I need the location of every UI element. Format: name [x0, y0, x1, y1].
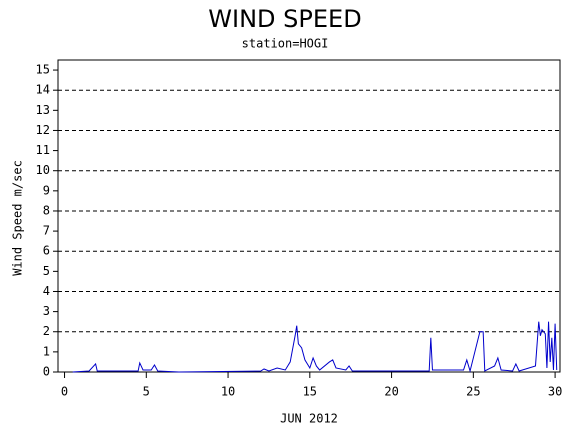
- y-tick-label: 6: [43, 244, 50, 258]
- x-tick-label: 25: [466, 385, 480, 399]
- x-axis-label: JUN 2012: [280, 412, 338, 426]
- y-tick-label: 2: [43, 324, 50, 338]
- x-tick-label: 15: [303, 385, 317, 399]
- y-tick-label: 10: [36, 163, 50, 177]
- x-tick-label: 30: [548, 385, 562, 399]
- y-tick-label: 13: [36, 103, 50, 117]
- y-tick-label: 5: [43, 264, 50, 278]
- y-tick-label: 0: [43, 365, 50, 379]
- chart-subtitle: station=HOGI: [242, 37, 329, 51]
- y-tick-label: 1: [43, 344, 50, 358]
- x-tick-label: 10: [221, 385, 235, 399]
- y-axis-label: Wind Speed m/sec: [11, 160, 25, 276]
- y-tick-label: 4: [43, 284, 50, 298]
- x-tick-label: 0: [61, 385, 68, 399]
- y-tick-label: 8: [43, 203, 50, 217]
- chart-title: WIND SPEED: [208, 5, 361, 33]
- y-tick-label: 12: [36, 123, 50, 137]
- y-tick-label: 11: [36, 143, 50, 157]
- y-tick-label: 9: [43, 183, 50, 197]
- y-tick-label: 15: [36, 63, 50, 77]
- x-tick-label: 20: [384, 385, 398, 399]
- data-line: [72, 321, 558, 373]
- y-tick-label: 14: [36, 83, 50, 97]
- y-tick-label: 7: [43, 224, 50, 238]
- x-tick-label: 5: [143, 385, 150, 399]
- plot-frame: [57, 59, 561, 373]
- y-tick-label: 3: [43, 304, 50, 318]
